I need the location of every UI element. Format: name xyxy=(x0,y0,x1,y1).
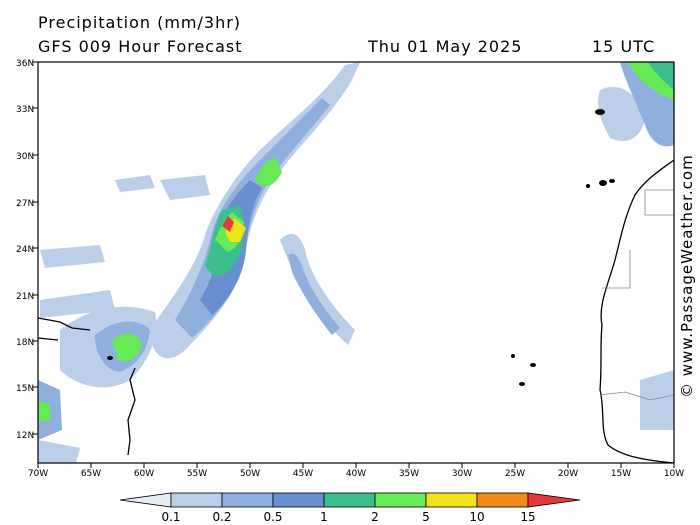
lon-tick-label: 20W xyxy=(558,469,578,479)
country-borders xyxy=(599,189,675,401)
precip-field xyxy=(38,62,674,463)
lon-tick-label: 15W xyxy=(611,469,631,479)
forecast-label: GFS 009 Hour Forecast xyxy=(38,37,243,56)
legend-swatch xyxy=(170,492,223,508)
legend-swatch xyxy=(272,492,325,508)
chart-title: Precipitation (mm/3hr) xyxy=(38,13,242,32)
legend-label: 2 xyxy=(371,510,379,524)
legend-arrow-low xyxy=(119,492,172,508)
legend-label: 0.5 xyxy=(263,510,282,524)
legend-swatch xyxy=(476,492,529,508)
lon-tick-label: 10W xyxy=(664,469,684,479)
islands xyxy=(107,109,615,386)
legend-arrow-high xyxy=(527,492,581,508)
lon-tick-label: 50W xyxy=(240,469,260,479)
lon-tick-label: 60W xyxy=(134,469,154,479)
legend-label: 10 xyxy=(469,510,484,524)
legend-label: 1 xyxy=(320,510,328,524)
legend-swatch xyxy=(374,492,427,508)
lat-tick-label: 21N xyxy=(16,292,34,302)
lat-tick-label: 12N xyxy=(16,431,34,441)
lat-tick-label: 33N xyxy=(16,105,34,115)
legend-swatch xyxy=(425,492,478,508)
lon-tick-label: 65W xyxy=(81,469,101,479)
lat-tick-label: 36N xyxy=(16,59,34,69)
legend-swatch xyxy=(221,492,274,508)
lat-tick-label: 15N xyxy=(16,384,34,394)
lon-axis: 70W 65W 60W 55W 50W 45W 40W 35W 30W 25W … xyxy=(28,463,684,479)
legend-label: 0.2 xyxy=(212,510,231,524)
coastlines xyxy=(38,159,674,463)
legend-label: 15 xyxy=(520,510,535,524)
forecast-time: 15 UTC xyxy=(592,37,656,56)
lon-tick-label: 55W xyxy=(187,469,207,479)
lat-tick-label: 27N xyxy=(16,199,34,209)
lat-tick-label: 24N xyxy=(16,245,34,255)
legend-label: 0.1 xyxy=(161,510,180,524)
lat-tick-label: 30N xyxy=(16,152,34,162)
lon-tick-label: 35W xyxy=(399,469,419,479)
lon-tick-label: 40W xyxy=(346,469,366,479)
forecast-date: Thu 01 May 2025 xyxy=(368,37,523,56)
lon-tick-label: 45W xyxy=(293,469,313,479)
precip-legend: 0.1 0.2 0.5 1 2 5 10 15 xyxy=(119,492,581,524)
lat-axis: 36N 33N 30N 27N 24N 21N 18N 15N 12N xyxy=(16,59,38,441)
lon-tick-label: 70W xyxy=(28,469,48,479)
lat-tick-label: 18N xyxy=(16,338,34,348)
lon-tick-label: 30W xyxy=(452,469,472,479)
lon-tick-label: 25W xyxy=(505,469,525,479)
legend-swatch xyxy=(323,492,376,508)
legend-label: 5 xyxy=(422,510,430,524)
